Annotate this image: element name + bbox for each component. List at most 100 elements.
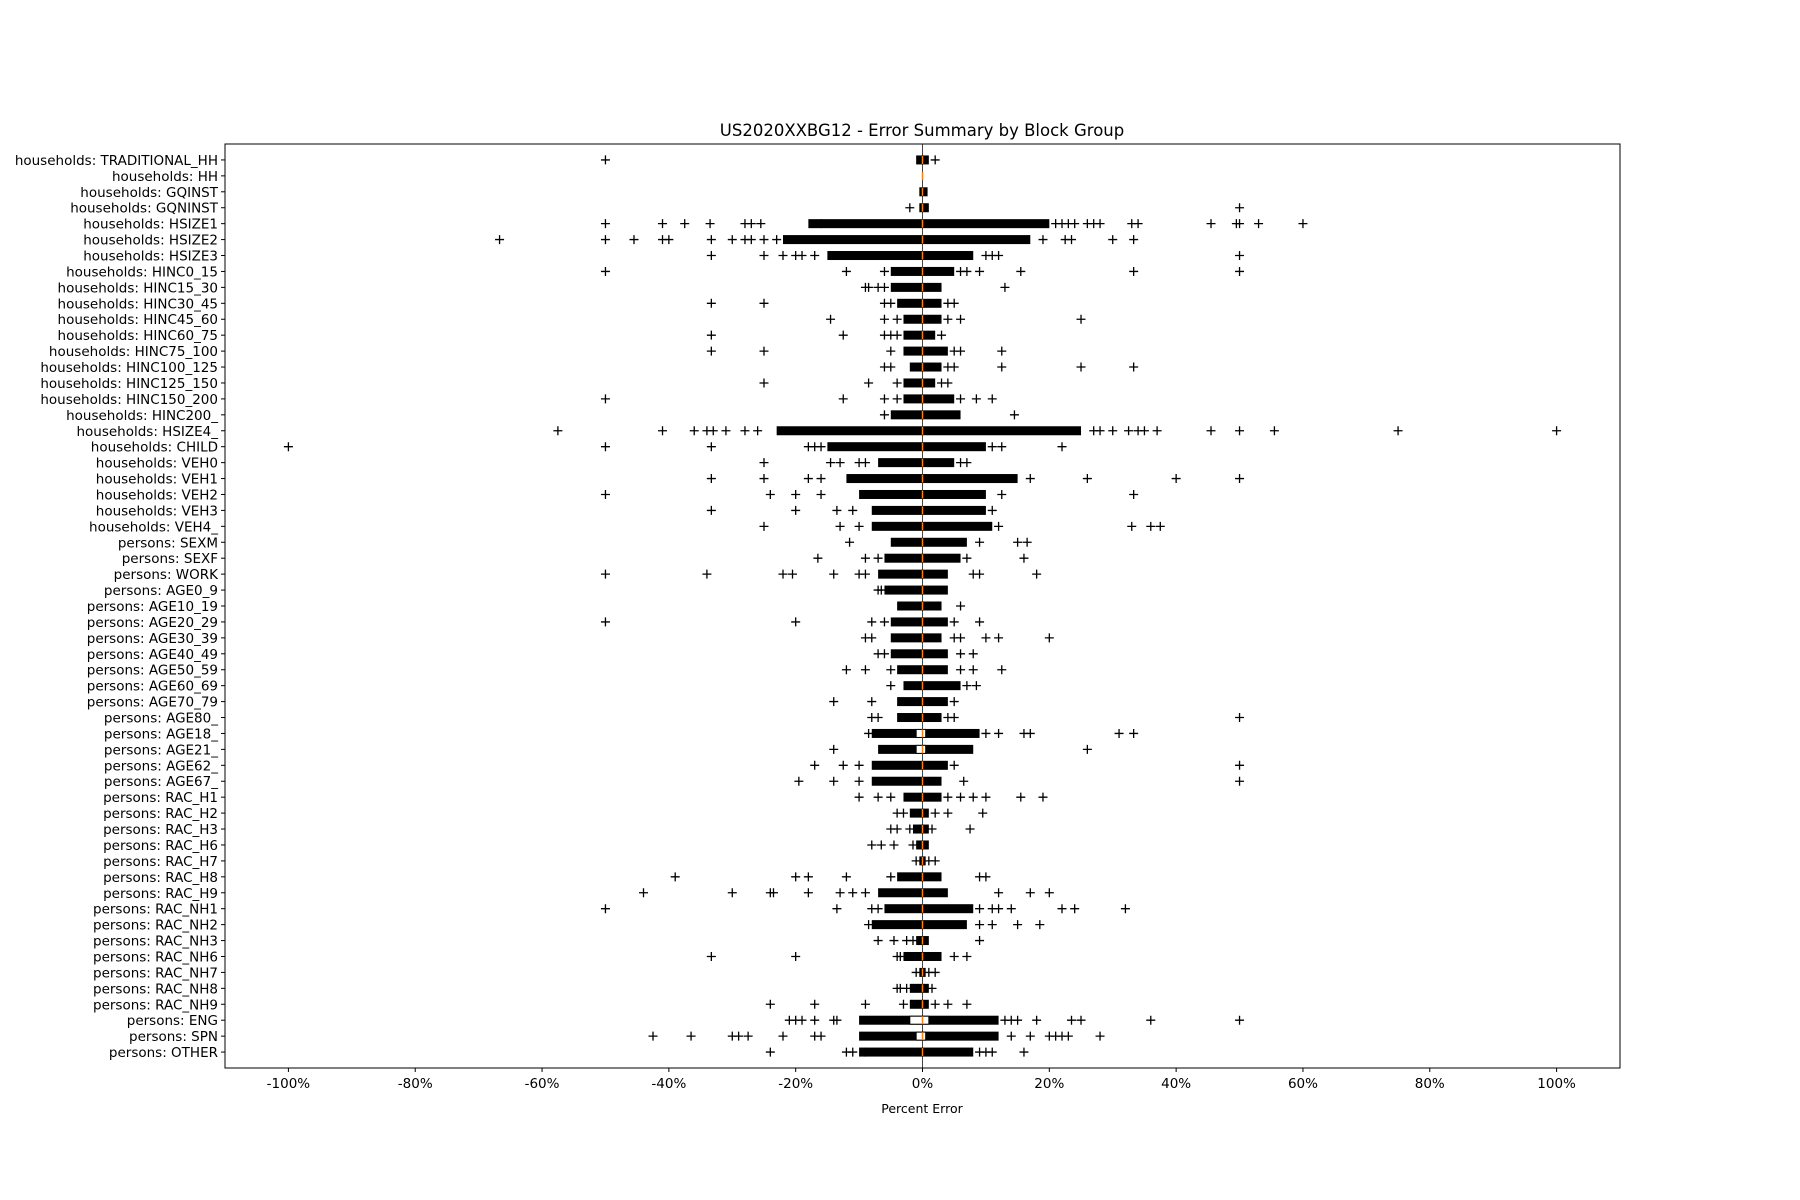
flier-marker	[1013, 920, 1023, 930]
flier-marker	[838, 760, 848, 770]
flier-marker	[706, 235, 716, 245]
flier-marker	[553, 426, 563, 436]
flier-marker	[997, 489, 1007, 499]
flier-marker	[930, 856, 940, 866]
flier-marker	[706, 474, 716, 484]
box-row	[873, 649, 978, 659]
flier-marker	[838, 394, 848, 404]
flier-marker	[994, 251, 1004, 261]
flier-marker	[971, 681, 981, 691]
flier-marker	[803, 888, 813, 898]
dense-fliers-band	[878, 888, 948, 898]
box-row	[765, 1047, 1029, 1057]
flier-marker	[826, 458, 836, 468]
flier-marker	[772, 235, 782, 245]
dense-fliers-band	[890, 282, 942, 292]
box-row	[892, 983, 937, 993]
flier-marker	[1206, 426, 1216, 436]
x-tick-label: 40%	[1161, 1076, 1191, 1092]
flier-marker	[1095, 1031, 1105, 1041]
dense-fliers-band	[890, 649, 948, 659]
flier-marker	[797, 1015, 807, 1025]
flier-marker	[1129, 728, 1139, 738]
y-tick-label: persons: RAC_NH7	[93, 965, 218, 981]
flier-marker	[759, 235, 769, 245]
y-tick-label: households: VEH2	[96, 487, 218, 503]
y-tick-label: persons: RAC_H6	[103, 838, 218, 854]
chart-title: US2020XXBG12 - Error Summary by Block Gr…	[720, 121, 1124, 140]
flier-marker	[1076, 1015, 1086, 1025]
flier-marker	[864, 282, 874, 292]
x-tick-label: 80%	[1415, 1076, 1445, 1092]
box-row	[794, 776, 1245, 786]
flier-marker	[706, 505, 716, 515]
flier-marker	[845, 537, 855, 547]
y-tick-label: households: TRADITIONAL_HH	[15, 153, 218, 169]
flier-marker	[949, 951, 959, 961]
flier-marker	[879, 649, 889, 659]
flier-marker	[791, 951, 801, 961]
flier-marker	[975, 569, 985, 579]
flier-marker	[965, 824, 975, 834]
flier-marker	[981, 872, 991, 882]
flier-marker	[835, 458, 845, 468]
flier-marker	[949, 617, 959, 627]
flier-marker	[765, 999, 775, 1009]
flier-marker	[1235, 760, 1245, 770]
flier-marker	[968, 649, 978, 659]
box-row	[841, 665, 1007, 675]
flier-marker	[734, 1031, 744, 1041]
y-tick-label: households: VEH1	[96, 472, 218, 488]
flier-marker	[975, 617, 985, 627]
flier-marker	[997, 442, 1007, 452]
flier-marker	[997, 346, 1007, 356]
flier-marker	[1070, 904, 1080, 914]
flier-marker	[886, 681, 896, 691]
plot-area	[283, 144, 1562, 1068]
y-tick-label: households: HINC0_15	[66, 264, 218, 280]
flier-marker	[854, 792, 864, 802]
box-row	[600, 155, 940, 165]
y-tick-label: persons: RAC_NH2	[93, 918, 218, 934]
dense-fliers-band	[890, 410, 961, 420]
y-tick-label: persons: AGE30_39	[87, 631, 218, 647]
y-tick-label: persons: SEXF	[122, 551, 218, 567]
y-tick-label: persons: AGE18_	[104, 726, 218, 742]
box-row	[897, 601, 966, 611]
flier-marker	[975, 537, 985, 547]
flier-marker	[930, 808, 940, 818]
y-tick-label: households: VEH3	[96, 503, 218, 519]
flier-marker	[708, 426, 718, 436]
flier-marker	[994, 521, 1004, 531]
flier-marker	[810, 999, 820, 1009]
flier-marker	[854, 776, 864, 786]
box-row	[860, 633, 1054, 643]
dense-fliers-band	[783, 235, 1031, 245]
dense-fliers-band	[827, 251, 974, 261]
flier-marker	[949, 760, 959, 770]
flier-marker	[956, 314, 966, 324]
flier-marker	[854, 521, 864, 531]
box-row	[854, 792, 1048, 802]
flier-marker	[832, 505, 842, 515]
flier-marker	[1013, 1015, 1023, 1025]
box-row	[283, 442, 1067, 452]
flier-marker	[600, 617, 610, 627]
flier-marker	[860, 1047, 870, 1057]
flier-marker	[1235, 474, 1245, 484]
flier-marker	[975, 904, 985, 914]
dense-fliers-band	[912, 824, 929, 834]
y-tick-label: households: HINC100_125	[40, 360, 218, 376]
y-tick-label: households: HSIZE3	[83, 249, 218, 265]
flier-marker	[816, 489, 826, 499]
flier-marker	[949, 713, 959, 723]
dense-fliers-band	[884, 585, 948, 595]
flier-marker	[848, 505, 858, 515]
box-row	[845, 537, 1032, 547]
flier-marker	[994, 728, 1004, 738]
flier-marker	[600, 235, 610, 245]
flier-marker	[956, 633, 966, 643]
flier-marker	[873, 713, 883, 723]
flier-marker	[1025, 888, 1035, 898]
box-row	[706, 251, 1245, 261]
